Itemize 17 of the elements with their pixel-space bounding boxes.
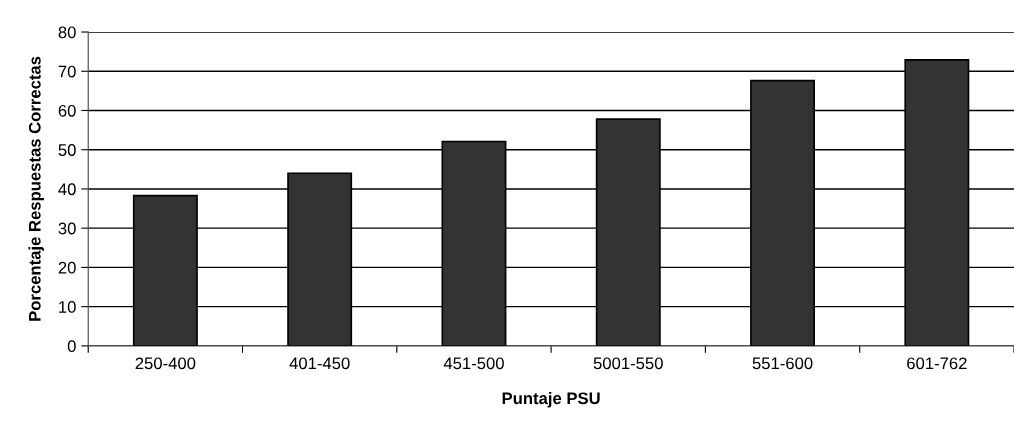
y-tick-label: 10	[59, 301, 76, 313]
y-tick-label: 70	[58, 65, 76, 78]
x-tick-label: 451-500	[443, 357, 504, 370]
x-axis-title: Puntaje PSU	[502, 391, 600, 408]
x-tick-label: 5001-550	[593, 357, 663, 370]
y-tick-label: 60	[58, 104, 76, 117]
y-tick-label: 50	[58, 144, 76, 156]
x-tick-label: 551-600	[752, 357, 813, 370]
x-tick-label: 250-400	[135, 357, 196, 370]
x-tick-label: 401-450	[289, 357, 350, 370]
y-tick-label: 20	[58, 261, 76, 274]
y-tick-label: 80	[58, 26, 76, 39]
y-tick-label: 40	[58, 183, 76, 196]
x-tick-label: 601-762	[907, 357, 967, 370]
y-tick-label: 30	[58, 222, 76, 235]
y-tick-label: 0	[67, 340, 76, 353]
y-axis-title: Porcentaje Respuestas Correctas	[28, 56, 44, 321]
